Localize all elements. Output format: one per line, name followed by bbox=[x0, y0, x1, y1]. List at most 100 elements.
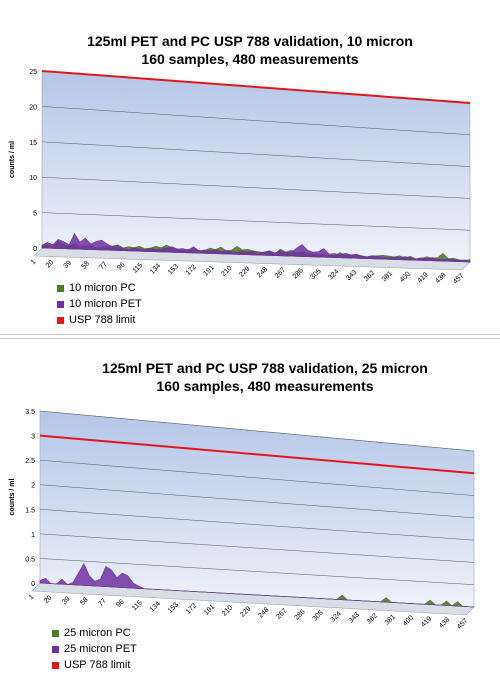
plot-back-wall bbox=[41, 70, 471, 263]
gridline bbox=[39, 509, 475, 541]
legend-swatch-pc bbox=[52, 629, 59, 637]
gridline bbox=[41, 176, 471, 199]
x-tick-label: 191 bbox=[203, 264, 216, 277]
y-tick-label: 20 bbox=[29, 104, 37, 111]
x-tick-label: 286 bbox=[292, 267, 305, 280]
chart-panel-25-micron: 125ml PET and PC USP 788 validation, 25 … bbox=[0, 338, 500, 699]
legend-item: 10 micron PC bbox=[57, 280, 142, 296]
legend-label-limit: USP 788 limit bbox=[69, 314, 136, 326]
y-tick-label: 0 bbox=[31, 581, 35, 588]
y-tick-label: 25 bbox=[29, 69, 37, 76]
x-tick-label: 400 bbox=[402, 614, 415, 627]
gridline bbox=[41, 212, 471, 231]
x-tick-label: 438 bbox=[434, 272, 447, 285]
gridline bbox=[41, 106, 471, 136]
y-tick-label: 2 bbox=[31, 483, 35, 490]
x-tick-label: 20 bbox=[43, 594, 54, 605]
x-tick-label: 39 bbox=[61, 595, 72, 606]
x-tick-label: 286 bbox=[293, 608, 306, 621]
chart-title-line-2: 160 samples, 480 measurements bbox=[141, 51, 359, 67]
x-tick-label: 400 bbox=[399, 271, 412, 284]
legend-label-pc: 10 micron PC bbox=[69, 282, 136, 294]
x-tick-label: 210 bbox=[221, 604, 234, 617]
y-tick-label: 1.5 bbox=[25, 507, 35, 514]
chart-25-micron: 0 0.5 1 1.5 2 2.5 3 3.5 counts / ml 1 20 39 58 77 96 11… bbox=[9, 409, 475, 631]
x-tick-label: 115 bbox=[131, 599, 144, 612]
x-tick-label: 153 bbox=[167, 263, 180, 276]
x-tick-label: 305 bbox=[310, 268, 323, 281]
x-tick-label: 58 bbox=[80, 260, 91, 271]
y-tick-label: 1 bbox=[31, 532, 35, 539]
series-area-pet bbox=[41, 232, 471, 263]
legend-10-micron: 10 micron PC 10 micron PET USP 788 limit bbox=[57, 280, 142, 328]
chart-panel-10-micron: 125ml PET and PC USP 788 validation, 10 … bbox=[0, 0, 500, 335]
legend-swatch-pet bbox=[52, 645, 59, 653]
x-tick-label: 305 bbox=[312, 609, 325, 622]
x-tick-label: 172 bbox=[185, 602, 198, 615]
y-tick-label: 0.5 bbox=[25, 556, 35, 563]
legend-label-limit: USP 788 limit bbox=[64, 659, 131, 671]
x-tick-label: 96 bbox=[116, 261, 127, 272]
legend-swatch-limit bbox=[57, 316, 64, 324]
legend-item: 10 micron PET bbox=[57, 296, 142, 312]
y-tick-label: 15 bbox=[29, 140, 37, 147]
x-tick-label: 324 bbox=[330, 610, 343, 623]
x-tick-label: 1 bbox=[30, 258, 38, 266]
x-tick-label: 172 bbox=[185, 264, 198, 277]
x-tick-label: 324 bbox=[327, 268, 340, 281]
x-tick-label: 77 bbox=[98, 261, 109, 272]
x-tick-label: 191 bbox=[203, 603, 216, 616]
legend-swatch-limit bbox=[52, 661, 59, 669]
x-tick-label: 457 bbox=[452, 272, 465, 285]
x-tick-label: 362 bbox=[366, 612, 379, 625]
legend-label-pc: 25 micron PC bbox=[64, 627, 131, 639]
legend-item: 25 micron PET bbox=[52, 641, 137, 657]
legend-item: 25 micron PC bbox=[52, 625, 137, 641]
x-tick-label: 39 bbox=[63, 260, 74, 271]
series-line-usp-limit bbox=[41, 70, 471, 104]
x-tick-label: 267 bbox=[274, 267, 287, 280]
x-tick-label: 134 bbox=[149, 600, 162, 613]
x-tick-label: 153 bbox=[167, 601, 180, 614]
x-tick-label: 457 bbox=[456, 617, 469, 630]
y-axis-label: counts / ml bbox=[9, 478, 16, 515]
y-tick-label: 0 bbox=[33, 246, 37, 253]
gridline bbox=[39, 484, 475, 519]
x-tick-label: 77 bbox=[97, 597, 108, 608]
series-line-usp-limit bbox=[39, 434, 475, 475]
legend-label-pet: 25 micron PET bbox=[64, 643, 137, 655]
gridline bbox=[39, 459, 475, 496]
x-tick-label: 229 bbox=[238, 265, 251, 278]
series-area-pet bbox=[39, 562, 475, 608]
x-tick-label: 419 bbox=[417, 271, 430, 284]
x-tick-label: 1 bbox=[28, 593, 36, 601]
y-axis-label: counts / ml bbox=[9, 141, 16, 178]
legend-item: USP 788 limit bbox=[57, 312, 142, 328]
x-tick-label: 267 bbox=[275, 607, 288, 620]
x-tick-label: 381 bbox=[384, 613, 397, 626]
y-tick-label: 10 bbox=[29, 175, 37, 182]
y-tick-label: 3.5 bbox=[25, 409, 35, 416]
gridline bbox=[39, 558, 475, 585]
chart-10-micron: 0 5 10 15 20 25 counts / ml 1 20 39 58 77 96 115 134 15… bbox=[9, 69, 471, 286]
chart-title-line-2: 160 samples, 480 measurements bbox=[156, 378, 374, 394]
x-tick-label: 362 bbox=[363, 269, 376, 282]
x-tick-label: 20 bbox=[45, 259, 56, 270]
x-tick-label: 343 bbox=[345, 269, 358, 282]
x-tick-label: 438 bbox=[438, 616, 451, 629]
x-tick-label: 248 bbox=[256, 266, 269, 279]
gridline bbox=[39, 533, 475, 563]
x-tick-label: 381 bbox=[381, 270, 394, 283]
chart-title-line-1: 125ml PET and PC USP 788 validation, 25 … bbox=[102, 360, 428, 376]
x-tick-label: 134 bbox=[149, 262, 162, 275]
y-tick-label: 3 bbox=[31, 434, 35, 441]
x-tick-label: 115 bbox=[132, 262, 145, 275]
x-tick-label: 343 bbox=[348, 611, 361, 624]
x-tick-label: 58 bbox=[79, 596, 90, 607]
x-tick-label: 229 bbox=[239, 605, 252, 618]
y-tick-label: 2.5 bbox=[25, 458, 35, 465]
x-tick-label: 96 bbox=[115, 598, 126, 609]
x-tick-label: 248 bbox=[257, 606, 270, 619]
x-tick-label: 210 bbox=[220, 265, 233, 278]
x-tick-label: 419 bbox=[420, 615, 433, 628]
